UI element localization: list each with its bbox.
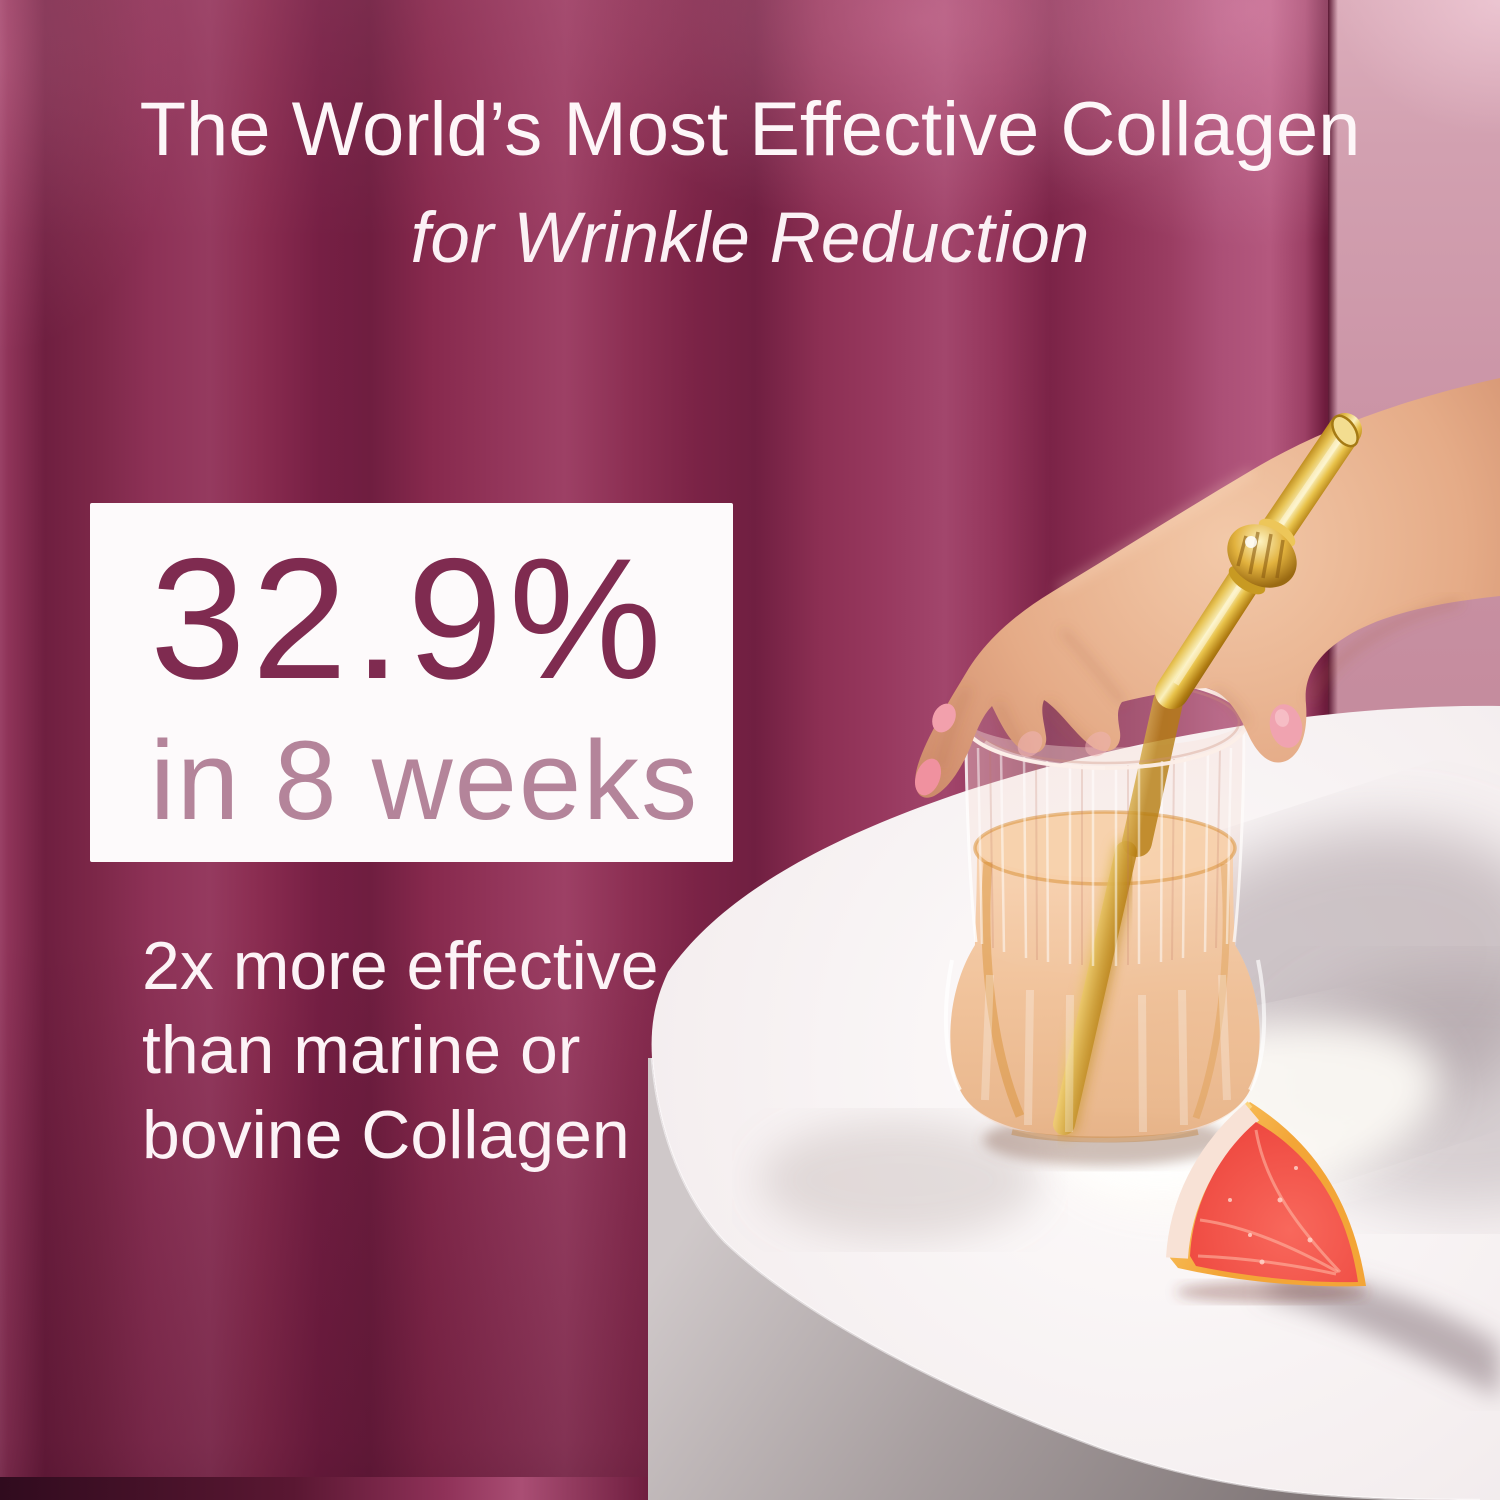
claim-line-2: than marine or xyxy=(142,1012,581,1089)
claim-text: 2x more effective than marine or bovine … xyxy=(142,924,659,1177)
headline-title: The World’s Most Effective Collagen xyxy=(139,87,1361,172)
stat-period: in 8 weeks xyxy=(150,718,700,843)
stat-card: 32.9% in 8 weeks xyxy=(90,503,733,862)
headline-subtitle: for Wrinkle Reduction xyxy=(410,199,1090,278)
claim-line-3: bovine Collagen xyxy=(142,1096,630,1173)
stat-value: 32.9% xyxy=(150,523,668,715)
floor-strip xyxy=(0,1477,652,1500)
claim-line-1: 2x more effective xyxy=(142,928,659,1004)
